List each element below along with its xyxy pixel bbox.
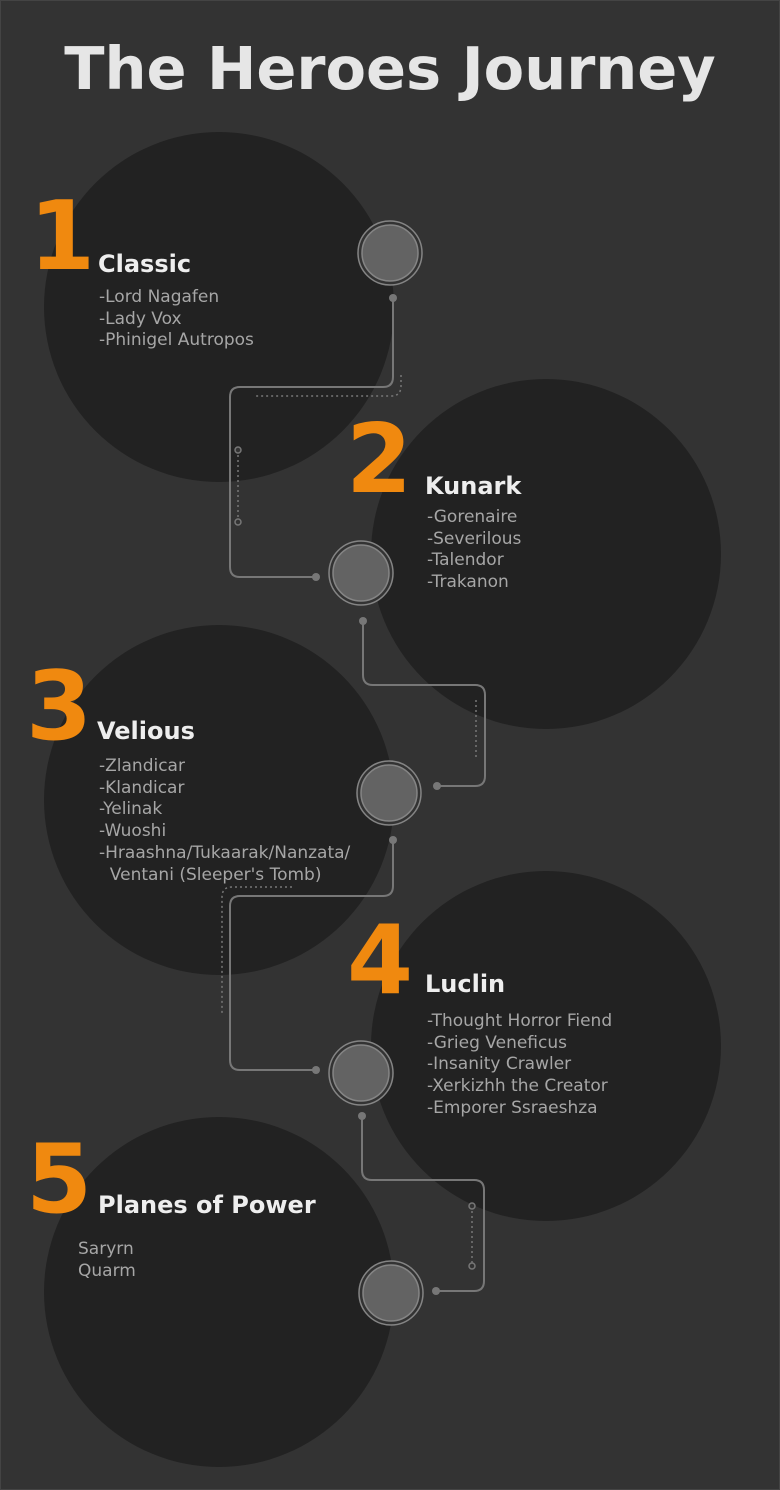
- era-3-node: [356, 760, 422, 826]
- connector-4-5: [361, 1116, 485, 1292]
- era-3-number: 3: [26, 652, 93, 762]
- boss-item: -Lady Vox: [99, 308, 182, 329]
- boss-item: -Thought Horror Fiend: [427, 1011, 613, 1031]
- era-4-node: [328, 1040, 394, 1106]
- era-1-node: [357, 220, 423, 286]
- era-2-node: [328, 540, 394, 606]
- boss-item: -Hraashna/Tukaarak/Nanzata/: [99, 842, 351, 863]
- era-4-boss-list: -Thought Horror Fiend -Grieg Veneficus -…: [427, 1011, 612, 1120]
- connector-dot: [433, 782, 441, 790]
- era-3-boss-list: -Zlandicar -Klandicar -Yelinak -Wuoshi -…: [99, 756, 350, 886]
- dotted-accent-3: [221, 886, 292, 1015]
- connector-dot: [359, 617, 367, 625]
- era-2-title: Kunark: [425, 472, 522, 500]
- era-3-disc: [44, 625, 394, 975]
- boss-item: -Yelinak: [99, 799, 163, 820]
- connector-ring-dot: [234, 446, 242, 454]
- boss-item: -Insanity Crawler: [427, 1054, 572, 1075]
- connector-ring-dot: [468, 1262, 476, 1270]
- boss-item: -Grieg Veneficus: [427, 1032, 567, 1053]
- era-4-number: 4: [347, 906, 414, 1016]
- connector-3-4: [229, 840, 394, 1071]
- connector-dot: [389, 836, 397, 844]
- era-1-number: 1: [29, 182, 96, 292]
- era-5-boss-list: Saryrn Quarm: [78, 1239, 136, 1282]
- era-5-disc: [44, 1117, 394, 1467]
- boss-item: -Gorenaire: [427, 507, 518, 527]
- era-1-boss-list: -Lord Nagafen -Lady Vox -Phinigel Autrop…: [99, 287, 254, 352]
- boss-item: -Xerkizhh the Creator: [427, 1076, 608, 1097]
- connector-dot: [389, 294, 397, 302]
- boss-item: -Trakanon: [427, 572, 509, 593]
- boss-item: -Zlandicar: [99, 756, 185, 776]
- boss-item: -Lord Nagafen: [99, 287, 220, 307]
- boss-item: -Severilous: [427, 528, 522, 549]
- boss-item: Quarm: [78, 1260, 136, 1281]
- boss-item: -Talendor: [427, 550, 504, 571]
- connector-ring-dot: [468, 1202, 476, 1210]
- dotted-accent-1a: [256, 375, 402, 397]
- connector-dot: [432, 1287, 440, 1295]
- boss-item: Saryrn: [78, 1239, 134, 1259]
- boss-item: -Wuoshi: [99, 821, 167, 842]
- era-5-number: 5: [26, 1125, 93, 1235]
- connector-1-2: [229, 298, 394, 578]
- connector-dot: [312, 573, 320, 581]
- page-title: The Heroes Journey: [64, 34, 716, 103]
- boss-item: -Phinigel Autropos: [99, 330, 254, 351]
- boss-item: -Emporer Ssraeshza: [427, 1097, 598, 1118]
- era-2-disc: [371, 379, 721, 729]
- connector-dot: [312, 1066, 320, 1074]
- era-1-title: Classic: [98, 250, 192, 278]
- connector-ring-dot: [234, 518, 242, 526]
- era-2-number: 2: [346, 405, 413, 515]
- era-4-disc: [371, 871, 721, 1221]
- era-5-node: [358, 1260, 424, 1326]
- connector-dot: [358, 1112, 366, 1120]
- boss-item: Ventani (Sleeper's Tomb): [99, 864, 322, 885]
- era-3-title: Velious: [97, 717, 195, 745]
- era-1-disc: [44, 132, 394, 482]
- era-2-boss-list: -Gorenaire -Severilous -Talendor -Trakan…: [427, 507, 521, 594]
- era-4-title: Luclin: [425, 970, 506, 998]
- connector-2-3: [362, 621, 486, 787]
- era-5-title: Planes of Power: [98, 1191, 316, 1219]
- boss-item: -Klandicar: [99, 777, 185, 798]
